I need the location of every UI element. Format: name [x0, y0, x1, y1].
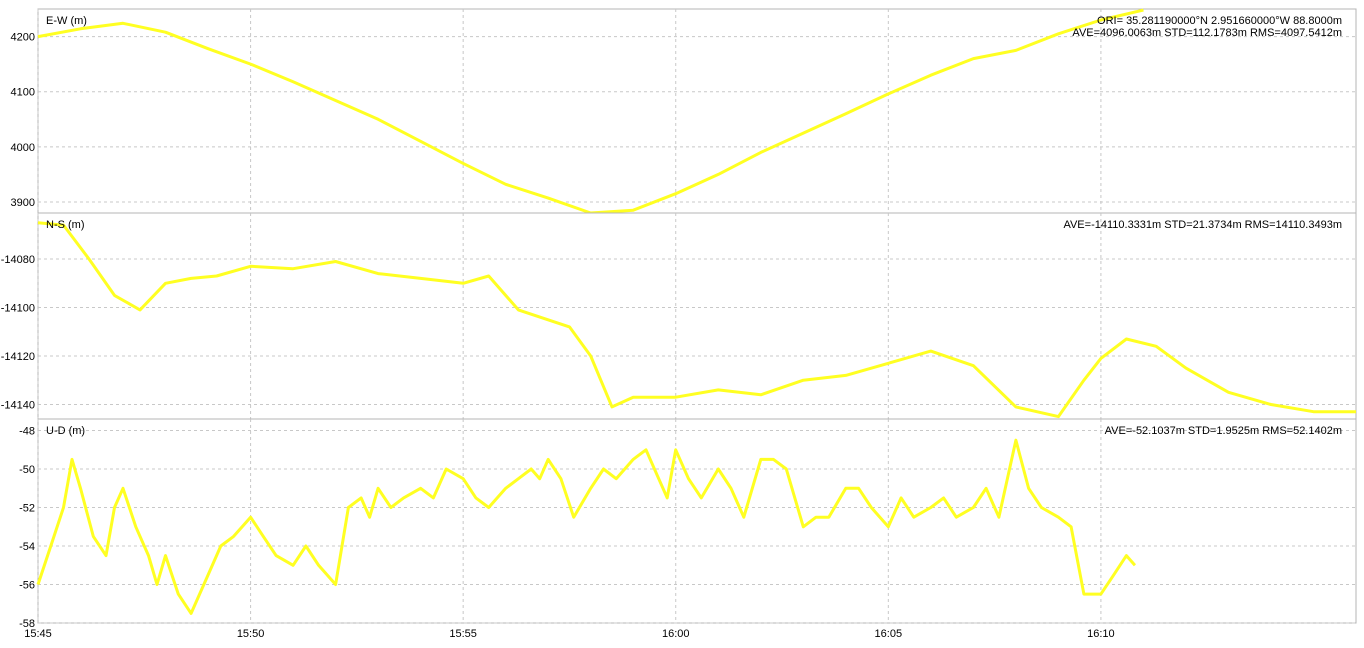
series-line: [36, 438, 1137, 615]
panel-ylabel: E-W (m): [46, 15, 87, 27]
y-tick-label: 4100: [11, 87, 35, 99]
stats-annotation: AVE=-52.1037m STD=1.9525m RMS=52.1402m: [1105, 425, 1342, 437]
y-tick-label: 4000: [11, 142, 35, 154]
y-tick-label: 3900: [11, 197, 35, 209]
panel-u-d: -48 -50 -52 -54 -56 -58 U-D (m) AVE=-52.1037m S…: [19, 418, 1357, 630]
panel-e-w: 4200 4100 4000 3900 E-W (m) ORI= 35.281190000…: [11, 8, 1357, 215]
y-tick-label: -54: [19, 541, 35, 553]
y-tick-label: -50: [19, 464, 35, 476]
x-tick-label: 15:55: [449, 628, 477, 640]
x-tick-label: 16:00: [662, 628, 690, 640]
y-tick-label: -56: [19, 580, 35, 592]
plot-frame: [37, 418, 1357, 624]
panel-n-s: -14080 -14100 -14120 -14140 N-S (m) AVE=-1411…: [1, 212, 1357, 420]
stats-annotation: ORI= 35.281190000°N 2.951660000°W 88.800…: [1097, 15, 1342, 27]
y-tick-label: -58: [19, 618, 35, 630]
x-tick-label: 15:45: [24, 628, 52, 640]
panel-ylabel: N-S (m): [46, 219, 85, 231]
x-tick-label: 16:05: [875, 628, 903, 640]
y-tick-label: -52: [19, 503, 35, 515]
plot-frame: [37, 8, 1357, 214]
y-tick-label: -14100: [1, 303, 35, 315]
stats-annotation: AVE=-14110.3331m STD=21.3734m RMS=14110.…: [1063, 219, 1342, 231]
y-tick-label: 4200: [11, 32, 35, 44]
y-tick-label: -14120: [1, 351, 35, 363]
x-tick-label: 16:10: [1087, 628, 1115, 640]
y-tick-label: -14140: [1, 399, 35, 411]
y-tick-label: -48: [19, 426, 35, 438]
plot-frame: [37, 212, 1357, 420]
panel-ylabel: U-D (m): [46, 425, 85, 437]
x-axis: 15:45 15:50 15:55 16:00 16:05 16:10: [24, 628, 1114, 640]
series-line: [37, 221, 1356, 419]
x-tick-label: 15:50: [237, 628, 265, 640]
stats-annotation: AVE=4096.0063m STD=112.1783m RMS=4097.54…: [1072, 27, 1342, 39]
y-tick-label: -14080: [1, 254, 35, 266]
